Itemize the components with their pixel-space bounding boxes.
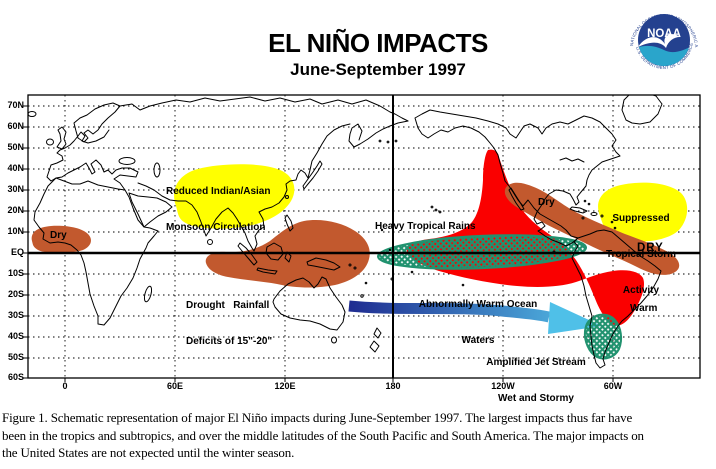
- noaa-logo: NOAA NATIONAL OCEANIC AND ATMOSPHERIC AD…: [627, 2, 699, 70]
- lon-label: 120W: [491, 381, 515, 391]
- lat-label: 50N: [7, 142, 24, 152]
- annotation-line: Activity: [622, 285, 660, 296]
- lat-label: 30S: [7, 310, 24, 320]
- lon-label: 180: [385, 381, 401, 391]
- lat-label: 20N: [7, 205, 24, 215]
- annotation-dry-west-africa: Dry: [50, 230, 67, 241]
- annotation-monsoon: Reduced Indian/Asian Monsoon Circulation: [166, 162, 270, 258]
- lat-label: 40S: [7, 331, 24, 341]
- annotation-line: Tropical Storm: [605, 249, 677, 260]
- monsoon-region: [174, 164, 295, 229]
- annotation-jet-stream: Amplified Jet Stream Wet and Stormy: [486, 333, 585, 429]
- caption-line: Figure 1. Schematic representation of ma…: [2, 410, 633, 425]
- lon-label: 0: [62, 381, 68, 391]
- lat-label: 30N: [7, 184, 24, 194]
- lon-label: 60W: [603, 381, 623, 391]
- annotation-line: Wet and Stormy: [498, 393, 574, 404]
- page-subtitle: June-September 1997: [290, 60, 466, 79]
- lat-label: 10S: [7, 268, 24, 278]
- annotation-line: Suppressed: [612, 213, 670, 224]
- annotation-line: Deficits of 15"-20": [186, 336, 273, 347]
- lon-label: 120E: [274, 381, 296, 391]
- annotation-drought: Drought Rainfall Deficits of 15"-20": [186, 276, 272, 372]
- lat-label: 60S: [7, 372, 24, 382]
- dry-region-west-africa: [31, 225, 91, 253]
- lat-label-equator: EQ: [10, 247, 24, 257]
- annotation-line: Reduced Indian/Asian: [166, 186, 271, 197]
- map-frame: [27, 94, 701, 379]
- caption-line: the United States are not expected until…: [2, 445, 295, 460]
- axis-ticks: [23, 105, 614, 382]
- caption-line: been in the tropics and subtropics, and …: [2, 427, 644, 443]
- noaa-acronym: NOAA: [647, 28, 681, 40]
- noaa-gull-icon: [638, 34, 680, 48]
- page-title: EL NIÑO IMPACTS: [268, 28, 488, 58]
- lon-label: 60E: [166, 381, 184, 391]
- lat-label: 50S: [7, 352, 24, 362]
- annotation-dry-mexico: Dry: [538, 197, 555, 208]
- annotation-line: Drought Rainfall: [186, 300, 270, 311]
- annotation-line: Abnormally Warm Ocean: [418, 299, 538, 310]
- annotation-dry-south-america: DRY: [637, 242, 664, 254]
- lat-label: 60N: [7, 121, 24, 131]
- wet-stormy-region-south-america: [583, 313, 623, 360]
- annotation-line: Monsoon Circulation: [166, 222, 266, 233]
- annotation-heavy-rains: Heavy Tropical Rains: [375, 221, 476, 232]
- lat-label: 70N: [7, 100, 24, 110]
- annotation-warm-south-america: Warm: [630, 303, 658, 314]
- annotation-warm-ocean: Abnormally Warm Ocean Waters: [419, 275, 538, 371]
- lat-label: 20S: [7, 289, 24, 299]
- annotation-suppressed-storms: Suppressed Tropical Storm Activity: [606, 189, 676, 321]
- annotation-line: Waters: [461, 335, 495, 346]
- suppressed-storms-region: [598, 182, 688, 242]
- annotation-line: Amplified Jet Stream: [486, 357, 586, 368]
- figure-caption: Figure 1. Schematic representation of ma…: [2, 409, 716, 462]
- coastlines: [28, 95, 663, 369]
- lat-label: 40N: [7, 163, 24, 173]
- lat-label: 10N: [7, 226, 24, 236]
